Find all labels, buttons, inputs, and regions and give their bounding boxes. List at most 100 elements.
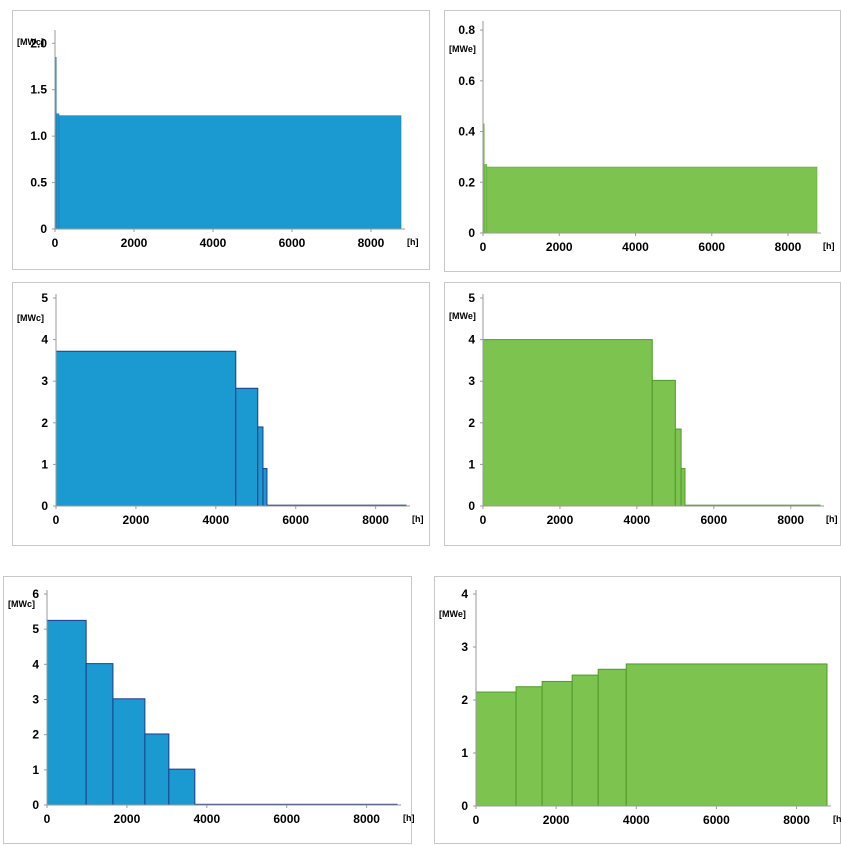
- chart-6-bar-3: [541, 680, 573, 807]
- chart-3-bar-3: [257, 426, 264, 507]
- chart-5-bar-2: [85, 663, 114, 806]
- chart-3-bar-4: [262, 468, 268, 507]
- chart-6-ytick-label-4: 3: [461, 640, 468, 654]
- chart-3-ytick-label-4: 3: [41, 374, 48, 388]
- chart-1-xtick-label-4: 6000: [279, 236, 306, 250]
- chart-panel-5: 0 1 2 3 4 5 6 0 2000 4000 6000 8000 [MWc] [h]: [3, 576, 415, 844]
- chart-6-xtick-label-2: 2000: [543, 813, 570, 827]
- chart-4-ytick-label-6: 5: [468, 291, 475, 305]
- chart-6-ytick-label-2: 1: [461, 746, 468, 760]
- chart-6-bar-6: [625, 663, 828, 807]
- chart-2-xtick-label-3: 4000: [622, 240, 649, 254]
- chart-3-xtick-label-5: 8000: [362, 513, 389, 527]
- chart-6-ylabel: [MWe]: [439, 609, 466, 619]
- chart-5-ytick-label-1: 0: [32, 798, 39, 812]
- chart-4-xtick-label-4: 6000: [700, 513, 727, 527]
- chart-4-ytick-label-2: 1: [468, 457, 475, 471]
- chart-5-bar-3: [112, 698, 146, 806]
- chart-2-ytick-label-1: 0: [468, 226, 475, 240]
- chart-6-xlabel: [h]: [833, 814, 841, 824]
- chart-1-ytick-label-1: 0: [40, 222, 47, 236]
- chart-panel-4: 0 1 2 3 4 5 0 2000 4000 6000 8000 [MWe] [h]: [444, 282, 841, 546]
- chart-3-xtick-label-3: 4000: [202, 513, 229, 527]
- chart-3-ytick-label-2: 1: [41, 457, 48, 471]
- chart-3-xtick-label-4: 6000: [282, 513, 309, 527]
- chart-1-ytick-label-2: 0.5: [30, 176, 47, 190]
- chart-2-xtick-label-4: 6000: [698, 240, 725, 254]
- chart-5-ytick-label-4: 3: [32, 693, 39, 707]
- chart-panel-3: 0 1 2 3 4 5 0 2000 4000 6000 8000 [MWc] [h]: [12, 282, 430, 546]
- chart-1-ytick-label-5: 2.0: [30, 36, 47, 50]
- chart-1-xtick-label-1: 0: [52, 236, 59, 250]
- chart-5-bar-4: [144, 733, 170, 806]
- chart-6-svg: 0 1 2 3 4 0 2000 4000 6000 8000 [MWe] [h]: [439, 587, 841, 827]
- chart-6-bar-1: [475, 691, 517, 807]
- chart-4-xtick-label-5: 8000: [777, 513, 804, 527]
- chart-3-ylabel: [MWc]: [17, 313, 44, 323]
- chart-4-ytick-label-4: 3: [468, 374, 475, 388]
- chart-5-xtick-label-4: 6000: [273, 812, 300, 826]
- chart-2-svg: 0 0.2 0.4 0.6 0.8 0 2000 4000 6000 8000 [MWe] [h]: [449, 21, 835, 254]
- chart-2-ylabel: [MWe]: [449, 44, 476, 54]
- chart-3-ytick-label-3: 2: [41, 416, 48, 430]
- chart-3-xtick-label-1: 0: [53, 513, 60, 527]
- chart-5-xtick-label-5: 8000: [353, 812, 380, 826]
- chart-1-xtick-label-3: 4000: [200, 236, 227, 250]
- chart-4-xtick-label-3: 4000: [624, 513, 651, 527]
- chart-1-xlabel: [h]: [407, 237, 419, 247]
- chart-4-ylabel: [MWe]: [449, 311, 476, 321]
- chart-6-ytick-label-1: 0: [461, 799, 468, 813]
- chart-5-ytick-label-7: 6: [32, 587, 39, 601]
- chart-3-ytick-label-5: 4: [41, 333, 48, 347]
- chart-2-xtick-label-1: 0: [480, 240, 487, 254]
- chart-4-svg: 0 1 2 3 4 5 0 2000 4000 6000 8000 [MWe] [h]: [449, 291, 838, 527]
- chart-1-ytick-label-4: 1.5: [30, 83, 47, 97]
- chart-1-svg: 0 0.5 1.0 1.5 2.0 0 2000 4000 6000 8000 [MWc] [h]: [17, 30, 419, 250]
- chart-5-xtick-label-3: 4000: [193, 812, 220, 826]
- chart-5-svg: 0 1 2 3 4 5 6 0 2000 4000 6000 8000 [MWc] [h]: [8, 587, 415, 826]
- chart-2-xtick-label-5: 8000: [775, 240, 802, 254]
- chart-3-xtick-label-2: 2000: [123, 513, 150, 527]
- chart-6-xtick-label-3: 4000: [623, 813, 650, 827]
- chart-6-bar-4: [571, 674, 599, 807]
- chart-panel-1: 0 0.5 1.0 1.5 2.0 0 2000 4000 6000 8000 [MWc] [h]: [12, 10, 430, 270]
- chart-1-bar-3: [58, 115, 402, 230]
- chart-5-ylabel: [MWc]: [8, 599, 35, 609]
- chart-5-ytick-label-3: 2: [32, 728, 39, 742]
- chart-2-ytick-label-2: 0.2: [458, 175, 475, 189]
- chart-4-ytick-label-5: 4: [468, 333, 475, 347]
- chart-3-svg: 0 1 2 3 4 5 0 2000 4000 6000 8000 [MWc] [h]: [17, 291, 424, 527]
- chart-6-bar-2: [515, 686, 543, 807]
- chart-panel-2: 0 0.2 0.4 0.6 0.8 0 2000 4000 6000 8000 [MWe] [h]: [444, 10, 841, 272]
- chart-5-ytick-label-2: 1: [32, 763, 39, 777]
- chart-5-xtick-label-2: 2000: [114, 812, 141, 826]
- chart-3-ytick-label-1: 0: [41, 499, 48, 513]
- chart-5-bar-1: [46, 619, 87, 806]
- chart-2-bar-3: [486, 166, 818, 234]
- chart-2-xlabel: [h]: [823, 241, 835, 251]
- chart-3-ytick-label-6: 5: [41, 291, 48, 305]
- chart-4-ytick-label-3: 2: [468, 416, 475, 430]
- chart-3-bar-1: [55, 350, 237, 507]
- chart-4-ytick-label-1: 0: [468, 499, 475, 513]
- chart-1-xtick-label-5: 8000: [358, 236, 385, 250]
- chart-3-xlabel: [h]: [412, 514, 424, 524]
- chart-5-ytick-label-6: 5: [32, 622, 39, 636]
- chart-2-ytick-label-4: 0.6: [458, 74, 475, 88]
- chart-4-bar-1: [482, 339, 653, 507]
- chart-2-xtick-label-2: 2000: [546, 240, 573, 254]
- chart-4-xtick-label-1: 0: [480, 513, 487, 527]
- chart-panel-6: 0 1 2 3 4 0 2000 4000 6000 8000 [MWe] [h]: [434, 576, 841, 844]
- chart-1-ylabel: [MWc]: [17, 37, 44, 47]
- chart-4-bar-2: [651, 379, 676, 507]
- chart-6-bar-5: [597, 668, 627, 807]
- chart-2-bar-2: [483, 164, 488, 234]
- chart-4-bar-4: [680, 468, 686, 507]
- chart-6-ytick-label-5: 4: [461, 587, 468, 601]
- chart-1-xtick-label-2: 2000: [121, 236, 148, 250]
- chart-4-bar-3: [674, 428, 682, 507]
- chart-6-ytick-label-3: 2: [461, 693, 468, 707]
- chart-2-ytick-label-5: 0.8: [458, 23, 475, 37]
- chart-6-xtick-label-5: 8000: [783, 813, 810, 827]
- chart-1-ytick-label-3: 1.0: [30, 129, 47, 143]
